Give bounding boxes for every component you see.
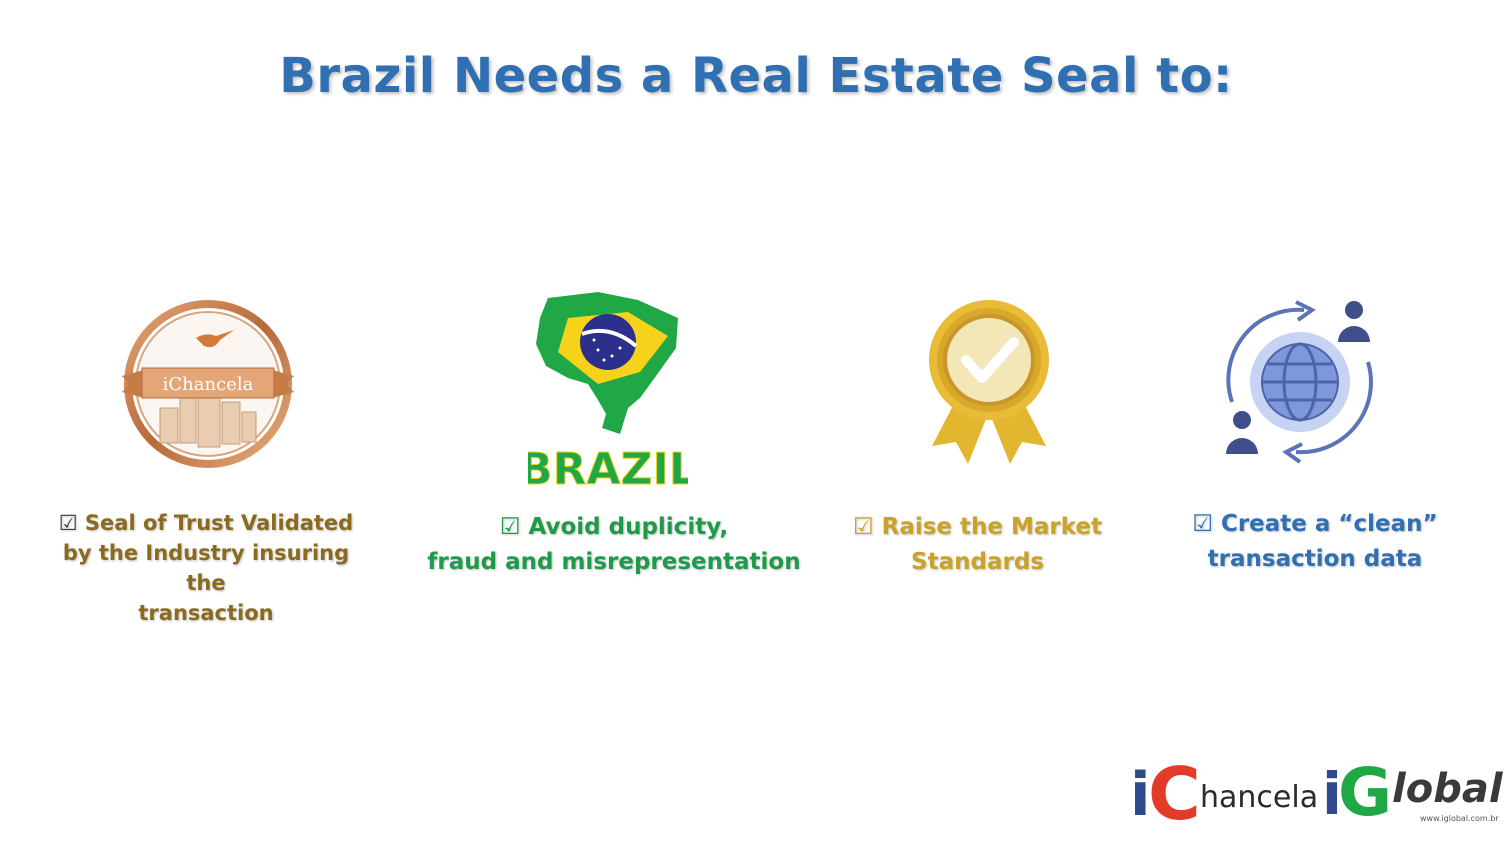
checkbox-icon: ☑ (852, 514, 874, 540)
seal-text: iChancela (163, 374, 254, 395)
brazil-map-icon: BRAZIL (519, 288, 697, 496)
logo-letter: G (1338, 754, 1393, 831)
logo-letter: i (1322, 760, 1342, 828)
caption-seal-of-trust: ☑ Seal of Trust Validated by the Industr… (40, 508, 372, 628)
global-exchange-icon (1212, 292, 1388, 468)
caption-line: transaction (138, 601, 274, 625)
logo-url: www.iglobal.com.br (1420, 814, 1499, 823)
caption-line: Raise the Market (881, 514, 1103, 540)
slide-title: Brazil Needs a Real Estate Seal to: (279, 48, 1233, 104)
ichancela-seal-icon: iChancela (118, 298, 298, 473)
logo-word: hancela (1200, 780, 1319, 815)
caption-clean-data: ☑ Create a “clean” transaction data (1170, 507, 1460, 577)
caption-line: Create a “clean” (1220, 511, 1438, 537)
map-word: BRAZIL (528, 444, 688, 488)
logo-letter: i (1130, 760, 1151, 830)
caption-raise-standards: ☑ Raise the Market Standards (840, 510, 1115, 580)
caption-line: by the Industry insuring the (62, 541, 350, 595)
logo-word: lobal (1392, 766, 1503, 812)
checkbox-icon: ☑ (58, 511, 78, 535)
checkbox-icon: ☑ (499, 514, 521, 540)
award-ribbon-icon (922, 296, 1056, 468)
iglobal-logo: i G lobal www.iglobal.com.br (1322, 754, 1503, 834)
caption-avoid-duplicity: ☑ Avoid duplicity, fraud and misrepresen… (425, 510, 803, 580)
caption-line: fraud and misrepresentation (427, 549, 801, 575)
checkbox-icon: ☑ (1192, 511, 1213, 537)
caption-line: transaction data (1207, 546, 1423, 572)
caption-line: Seal of Trust Validated (84, 511, 354, 535)
logo-letter: C (1148, 752, 1201, 836)
ichancela-logo: i C hancela (1130, 752, 1318, 836)
caption-line: Standards (911, 549, 1044, 575)
caption-line: Avoid duplicity, (528, 514, 729, 540)
